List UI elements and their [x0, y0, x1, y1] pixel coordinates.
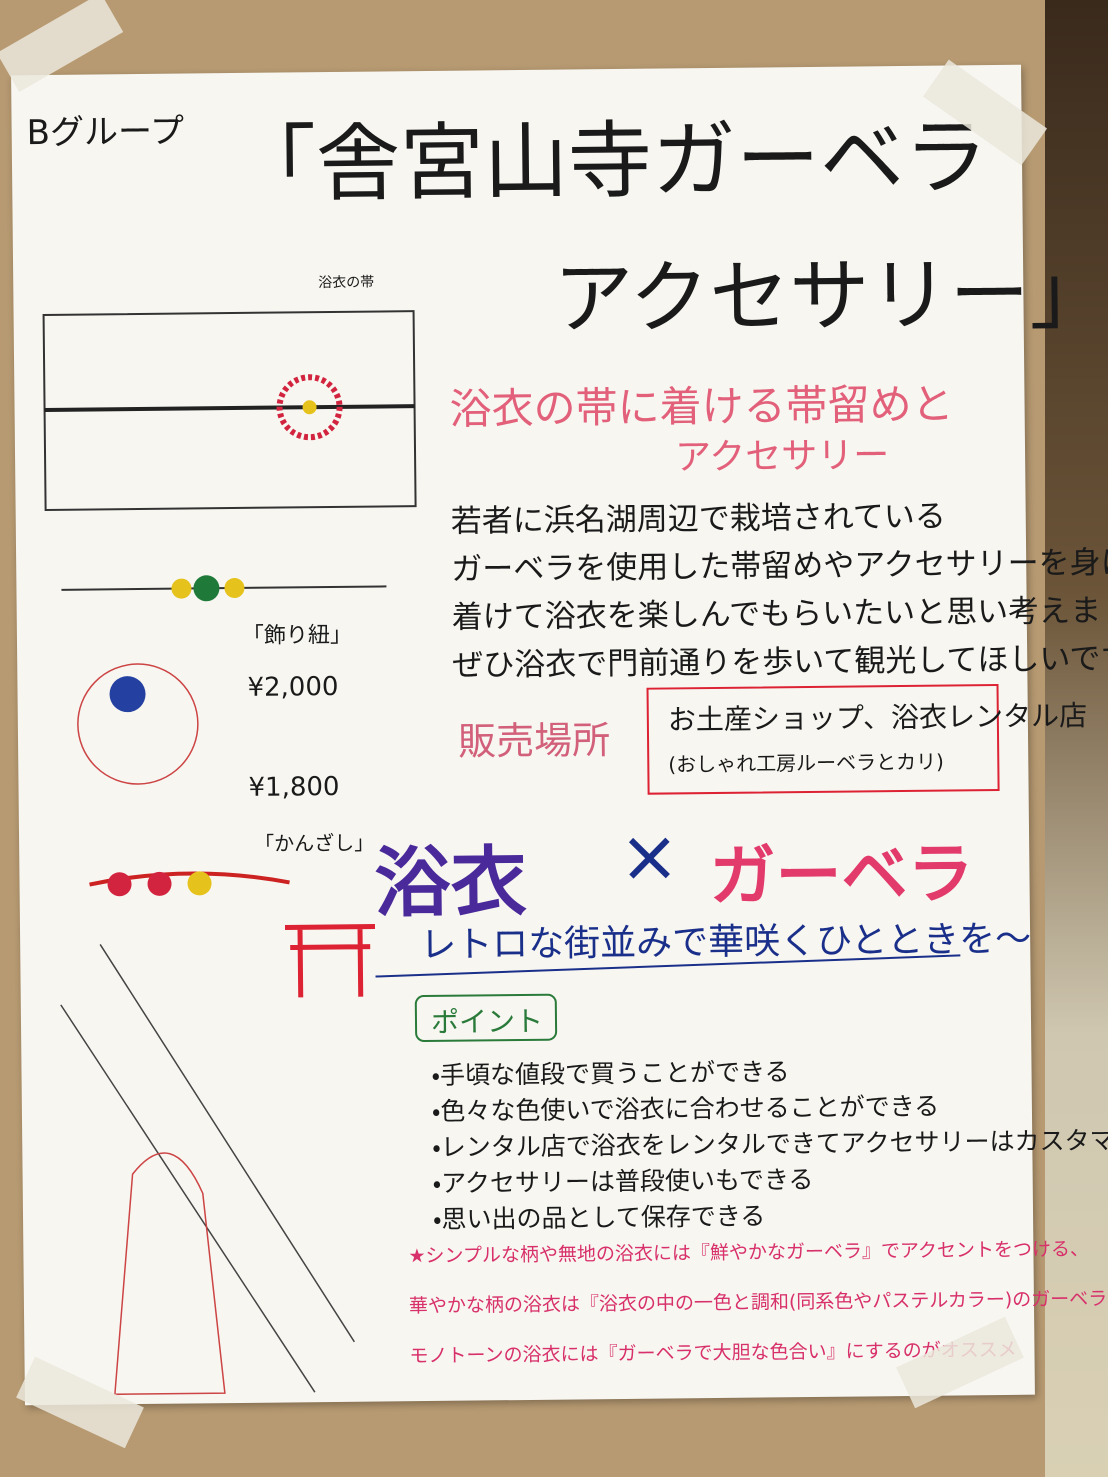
- slogan-right: ガーベラ: [709, 835, 974, 916]
- point-item: ・アクセサリーは普段使いもできる: [432, 1164, 814, 1198]
- gerbera: [276, 374, 343, 441]
- flower: [171, 578, 192, 599]
- description-line: ぜひ浴衣で門前通りを歩いて観光してほしいです。: [452, 640, 1108, 684]
- underline: [375, 954, 961, 978]
- price: ¥1,800: [248, 771, 340, 803]
- obi-sketch: [42, 310, 417, 511]
- group-label: Bグループ: [26, 111, 185, 154]
- points-box: [414, 993, 558, 1043]
- price: ¥2,000: [247, 671, 339, 703]
- sketch-label: 浴衣の帯: [318, 274, 375, 292]
- description-line: ガーベラを使用した帯留めやアクセサリーを身に: [451, 544, 1108, 588]
- street-sketch: [60, 944, 355, 1393]
- point-item: ・手頃な値段で買うことができる: [431, 1057, 790, 1090]
- torii: [284, 924, 376, 998]
- sales-label: 販売場所: [457, 718, 611, 764]
- flower: [193, 575, 220, 602]
- sales-note: (おしゃれ工房ルーベラとカリ): [668, 749, 945, 777]
- cord-sketch: [61, 585, 387, 591]
- points-heading: ポイント: [430, 1004, 544, 1039]
- sales-place: お土産ショップ、浴衣レンタル店: [667, 699, 1088, 737]
- gerbera-center: [302, 400, 317, 415]
- flower: [109, 676, 146, 713]
- subtitle: アクセサリー: [674, 435, 890, 479]
- tagline: レトロな街並みで華咲くひとときを〜: [419, 918, 1032, 967]
- flower: [187, 871, 212, 896]
- background: [1045, 0, 1108, 1477]
- obi-cord: [44, 404, 415, 412]
- sketch-label: 「かんざし」: [253, 830, 375, 856]
- title: アクセサリー」: [552, 246, 1108, 346]
- point-item: ・色々な色使いで浴衣に合わせることができる: [431, 1091, 940, 1126]
- figure-sketch: [114, 1152, 226, 1396]
- sales-box: [646, 684, 1000, 795]
- slogan-cross: ×: [618, 813, 681, 898]
- point-item: ・レンタル店で浴衣をレンタルできてアクセサリーはカスタマイズできる: [432, 1124, 1108, 1162]
- flower: [147, 871, 172, 896]
- description-line: 若者に浜名湖周辺で栽培されている: [450, 498, 947, 540]
- description-line: 着けて浴衣を楽しんでもらいたいと思い考えました。: [451, 591, 1108, 636]
- flower: [224, 578, 245, 599]
- head-sketch: [77, 663, 199, 785]
- sketch-label: 「飾り紐」: [241, 622, 353, 649]
- poster: Bグループ 「舎宮山寺ガーベラ アクセサリー」 浴衣の帯 「飾り紐」 ¥2,00…: [11, 64, 1108, 1406]
- title: 「舎宮山寺ガーベラ: [231, 108, 989, 215]
- flower: [107, 872, 132, 897]
- point-item: ・思い出の品として保存できる: [432, 1201, 766, 1234]
- sketches: [42, 310, 1000, 1396]
